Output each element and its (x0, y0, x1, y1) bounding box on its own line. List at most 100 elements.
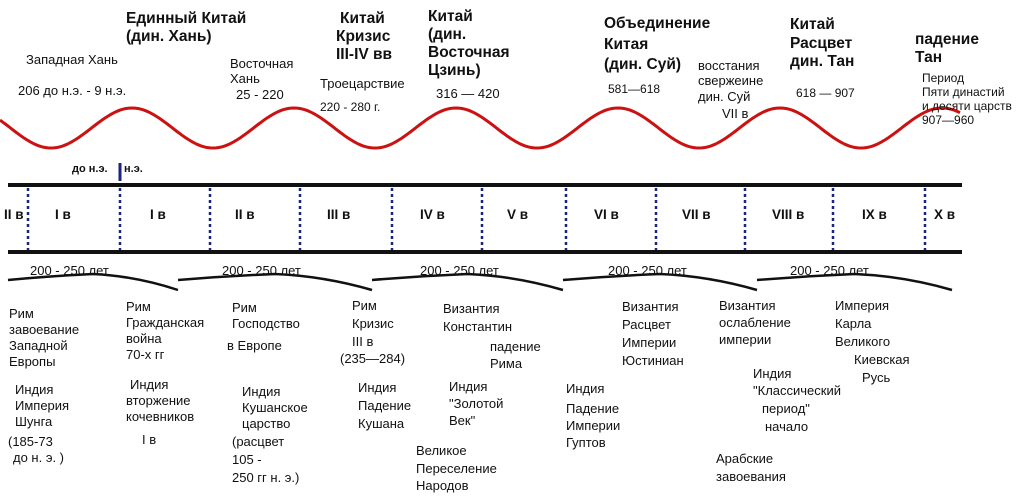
tang-dates: 618 — 907 (796, 86, 855, 100)
byzantium2-line3: Империи (622, 335, 677, 350)
five-dynasties-line1: Период (922, 71, 965, 85)
century-label: I в (150, 207, 166, 222)
india7-line1: Индия (753, 366, 792, 381)
three-kingdoms: Троецарствие (320, 76, 405, 91)
century-label: III в (327, 207, 351, 222)
era-marker-bc: до н.э. (72, 163, 108, 175)
india7-line4: начало (765, 419, 809, 434)
india2-line2: вторжение (126, 393, 191, 408)
india3-line5: 105 - (232, 452, 262, 467)
byzantium2-line2: Расцвет (622, 317, 671, 332)
rome4-line4: (235—284) (340, 351, 406, 366)
india6-line4: Гуптов (566, 435, 606, 450)
period-brace (177, 272, 373, 292)
india5-line3: Век" (449, 413, 476, 428)
rome1-line4: Европы (9, 354, 56, 369)
rome2-line3: война (126, 331, 162, 346)
united-china-line2: (дин. Хань) (126, 28, 212, 45)
china-wave-line (0, 106, 961, 150)
five-dynasties-line3: и десяти царств (922, 99, 1012, 113)
india6-line3: Империи (566, 418, 621, 433)
india3-line3: царство (242, 416, 291, 431)
india2-line4: I в (142, 432, 157, 447)
united-china-line1: Единный Китай (126, 10, 247, 27)
india5-line1: Индия (449, 379, 488, 394)
five-dynasties-line4: 907—960 (922, 113, 975, 127)
india2-line3: кочевников (126, 409, 195, 424)
century-label: V в (507, 207, 529, 222)
india6-line2: Падение (566, 401, 620, 416)
india1-line2: Империя (15, 398, 70, 413)
east-jin-dates: 316 — 420 (436, 86, 500, 101)
uprising-line4: VII в (722, 106, 749, 121)
migration-line1: Великое (416, 443, 467, 458)
byzantium1-line2: Константин (443, 319, 513, 334)
century-label: II в (235, 207, 255, 222)
rome3-line2: Господство (232, 316, 300, 331)
uprising-line1: восстания (698, 58, 760, 73)
fall-tang-line2: Тан (915, 49, 943, 66)
east-jin-line3: Восточная (428, 44, 510, 61)
century-dividers (26, 188, 927, 250)
india1-line4: (185-73 (8, 434, 53, 449)
india6-line1: Индия (566, 381, 605, 396)
century-label: I в (55, 207, 71, 222)
karl-line1: Империя (835, 298, 890, 313)
sui-line2: Китая (604, 36, 649, 53)
century-label: X в (934, 207, 956, 222)
western-han-dates: 206 до н.э. - 9 н.э. (18, 83, 127, 98)
period-brace (562, 272, 758, 292)
india3-line6: 250 гг н. э.) (232, 470, 300, 485)
migration-line2: Переселение (416, 461, 497, 476)
rome1-line3: Западной (9, 338, 68, 353)
india3-line2: Кушанское (242, 400, 308, 415)
century-label: IX в (862, 207, 887, 222)
period-label: 200 - 250 лет (790, 263, 869, 278)
byzantium1-line4: Рима (490, 356, 523, 371)
india3-line4: (расцвет (232, 434, 285, 449)
crisis-line3: III-IV вв (336, 46, 393, 63)
period-label: 200 - 250 лет (30, 263, 109, 278)
byzantium3-line3: империи (719, 332, 772, 347)
rome2-line1: Рим (126, 299, 151, 314)
rome4-line1: Рим (352, 298, 377, 313)
kievan-line2: Русь (862, 370, 891, 385)
byzantium2-line1: Византия (622, 299, 679, 314)
rome4-line3: III в (352, 334, 374, 349)
period-brace (756, 272, 953, 292)
era-marker-ad: н.э. (124, 163, 143, 175)
period-label: 200 - 250 лет (420, 263, 499, 278)
east-jin-line1: Китай (428, 8, 473, 25)
eastern-han-line2: Хань (230, 71, 260, 86)
tang-line1: Китай (790, 16, 835, 33)
eastern-han-line1: Восточная (230, 56, 294, 71)
sui-line3: (дин. Суй) (604, 56, 682, 73)
rome1-line1: Рим (9, 306, 34, 321)
india4-line3: Кушана (358, 416, 405, 431)
rome3-line1: Рим (232, 300, 257, 315)
india7-line3: период" (762, 401, 810, 416)
three-kingdoms-dates: 220 - 280 г. (320, 100, 381, 114)
migration-line3: Народов (416, 478, 469, 493)
century-label: VII в (682, 207, 711, 222)
uprising-line3: дин. Суй (698, 89, 751, 104)
period-label: 200 - 250 лет (222, 263, 301, 278)
tang-line2: Расцвет (790, 35, 853, 52)
sui-line1: Объединение (604, 15, 711, 32)
india4-line1: Индия (358, 380, 397, 395)
century-label: IV в (420, 207, 445, 222)
five-dynasties-line2: Пяти династий (922, 85, 1005, 99)
crisis-line1: Китай (340, 10, 385, 27)
rome1-line2: завоевание (9, 322, 80, 337)
period-label: 200 - 250 лет (608, 263, 687, 278)
india5-line2: "Золотой (449, 396, 504, 411)
rome4-line2: Кризис (352, 316, 394, 331)
karl-line3: Великого (835, 334, 891, 349)
byzantium1-line1: Византия (443, 301, 500, 316)
india7-line2: "Классический (753, 383, 841, 398)
period-brace (371, 272, 564, 292)
rome3-line3: в Европе (227, 338, 282, 353)
india1-line3: Шунга (15, 414, 53, 429)
india3-line1: Индия (242, 384, 281, 399)
